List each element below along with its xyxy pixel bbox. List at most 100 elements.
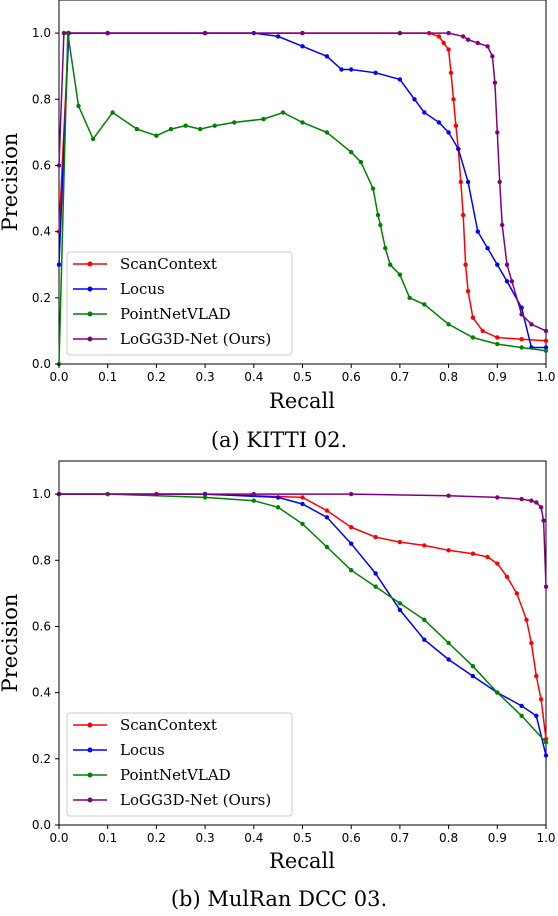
data-point-locus [339, 67, 344, 72]
data-point-scancontext [529, 640, 534, 646]
data-point-scancontext [349, 525, 354, 530]
x-tick-label: 0.4 [244, 370, 263, 384]
data-point-scancontext [373, 534, 378, 540]
data-point-logg3d-net-ours [519, 312, 524, 317]
data-point-logg3d-net-ours [538, 505, 544, 510]
legend-label: Locus [120, 280, 165, 298]
data-point-locus [324, 54, 330, 59]
data-point-pointnetvlad [300, 120, 305, 125]
legend-marker [87, 336, 93, 342]
data-point-pointnetvlad [76, 103, 81, 109]
data-point-logg3d-net-ours [465, 37, 471, 42]
data-point-logg3d-net-ours [495, 495, 500, 500]
x-tick-label: 0.7 [390, 370, 409, 384]
y-axis-label: Precision [0, 133, 22, 232]
data-point-pointnetvlad [383, 246, 388, 251]
data-point-pointnetvlad [324, 544, 330, 550]
data-point-pointnetvlad [519, 713, 524, 718]
data-point-pointnetvlad [275, 505, 281, 510]
series-line-logg3d-net-ours [59, 493, 547, 587]
data-point-pointnetvlad [543, 348, 549, 353]
y-tick-label: 0.4 [32, 225, 51, 239]
data-point-scancontext [397, 539, 403, 545]
x-tick-label: 0.1 [98, 370, 117, 384]
data-point-logg3d-net-ours [504, 262, 510, 267]
legend-item-scancontext: ScanContext [73, 255, 217, 273]
x-tick-label: 0.2 [147, 370, 166, 384]
data-point-logg3d-net-ours [446, 493, 451, 498]
data-point-pointnetvlad [378, 222, 383, 228]
data-point-logg3d-net-ours [543, 328, 549, 334]
x-axis-label: Recall [269, 389, 335, 413]
data-point-locus [504, 279, 510, 284]
data-point-pointnetvlad [212, 123, 217, 128]
legend-marker [87, 797, 93, 803]
data-point-logg3d-net-ours [519, 496, 524, 502]
data-point-pointnetvlad [397, 272, 403, 277]
y-tick-label: 0.2 [32, 291, 51, 305]
data-point-pointnetvlad [370, 186, 376, 191]
data-point-pointnetvlad [397, 601, 403, 606]
y-axis-label: Precision [0, 594, 22, 693]
legend-marker [87, 722, 93, 728]
figure-caption: (b) MulRan DCC 03. [171, 887, 387, 911]
data-point-logg3d-net-ours [300, 30, 305, 36]
data-point-pointnetvlad [446, 322, 451, 327]
data-point-locus [543, 753, 549, 758]
data-point-locus [543, 345, 549, 350]
data-point-locus [519, 703, 524, 709]
legend-item-logg3d-net-ours: LoGG3D-Net (Ours) [73, 791, 271, 809]
data-point-scancontext [538, 697, 544, 702]
legend-marker [87, 772, 93, 778]
legend-item-pointnetvlad: PointNetVLAD [73, 305, 231, 323]
data-point-locus [373, 70, 378, 76]
legend-marker [87, 286, 93, 292]
data-point-locus [349, 541, 354, 546]
x-tick-label: 0.1 [98, 831, 117, 845]
x-tick-label: 1.0 [536, 370, 555, 384]
data-point-logg3d-net-ours [543, 584, 549, 589]
data-point-scancontext [543, 338, 549, 343]
data-point-locus [324, 515, 330, 520]
legend-item-logg3d-net-ours: LoGG3D-Net (Ours) [73, 330, 271, 348]
data-point-scancontext [324, 508, 330, 513]
legend-label: ScanContext [120, 716, 217, 734]
legend-item-pointnetvlad: PointNetVLAD [73, 766, 231, 784]
data-point-locus [275, 495, 281, 500]
x-tick-label: 0.8 [439, 831, 458, 845]
data-point-pointnetvlad [349, 150, 354, 155]
data-point-scancontext [534, 673, 539, 679]
data-point-locus [56, 262, 62, 267]
y-tick-label: 0.0 [32, 818, 51, 832]
data-point-scancontext [441, 40, 446, 46]
series-logg3d-net-ours [56, 491, 549, 589]
figure-caption: (a) KITTI 02. [211, 428, 347, 452]
data-point-locus [300, 501, 305, 507]
data-point-pointnetvlad [134, 126, 140, 132]
y-tick-label: 0.8 [32, 553, 51, 567]
data-point-scancontext [436, 34, 442, 39]
data-point-pointnetvlad [543, 740, 549, 745]
data-point-logg3d-net-ours [202, 30, 208, 36]
data-point-pointnetvlad [422, 617, 427, 622]
data-point-pointnetvlad [349, 568, 354, 573]
data-point-pointnetvlad [373, 584, 378, 589]
data-point-locus [422, 110, 427, 115]
data-point-pointnetvlad [495, 690, 500, 695]
x-tick-label: 0.0 [49, 831, 68, 845]
data-point-scancontext [446, 548, 451, 553]
data-point-pointnetvlad [280, 110, 286, 115]
chart-mulran-dcc-03: 0.0 0.1 0.2 0.3 0.4 0.5 0.6 0.7 0.8 0.9 1.0 0.0 0.2… [0, 460, 556, 911]
chart-kitti-02: 0.0 0.1 0.2 0.3 0.4 0.5 0.6 0.7 0.8 0.9 1.0 0.0 0.2… [0, 0, 556, 452]
data-point-pointnetvlad [168, 126, 174, 132]
x-tick-label: 0.6 [342, 370, 361, 384]
x-tick-label: 0.9 [488, 831, 507, 845]
data-point-locus [456, 146, 461, 152]
data-point-scancontext [461, 212, 466, 218]
x-tick-label: 0.5 [293, 831, 312, 845]
series-line-locus [59, 493, 547, 756]
data-point-pointnetvlad [324, 130, 330, 135]
data-point-pointnetvlad [251, 498, 256, 503]
data-point-locus [397, 77, 403, 82]
